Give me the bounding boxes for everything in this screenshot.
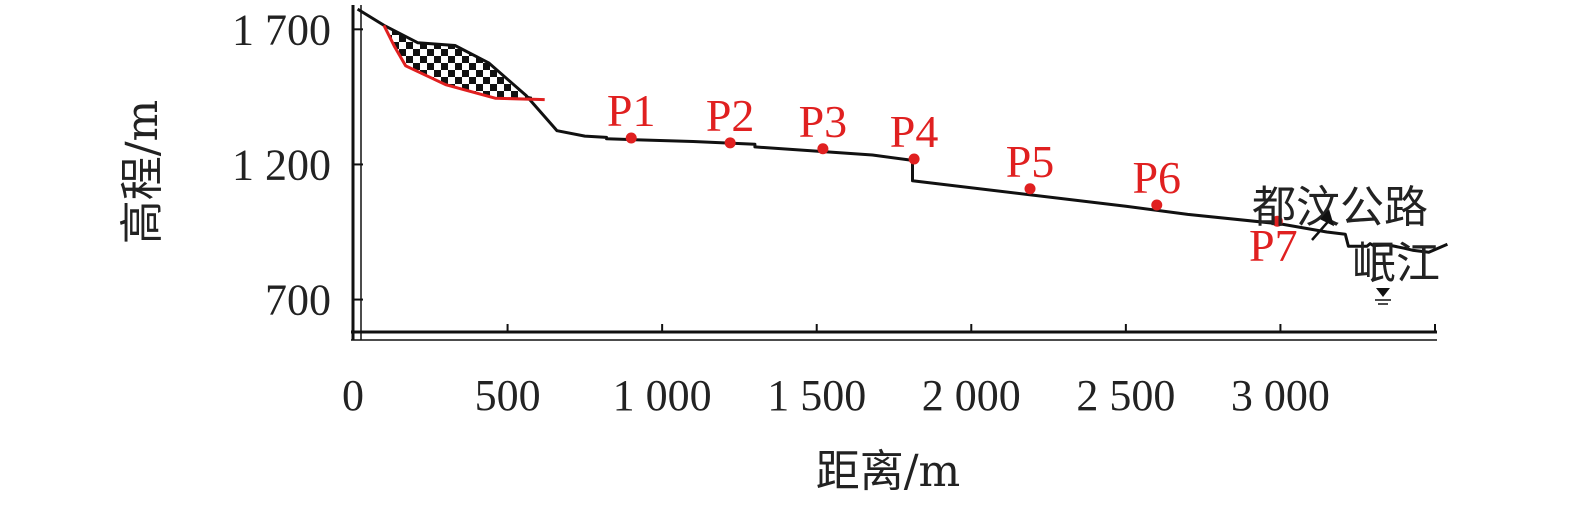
y-tick-label-0: 700: [265, 276, 331, 325]
monitoring-point-label-3: P3: [799, 96, 848, 147]
monitoring-point-5: [1024, 183, 1036, 195]
monitoring-point-label-2: P2: [706, 90, 755, 141]
monitoring-points-layer: P1 P2 P3 P4 P5 P6 P7: [607, 85, 1298, 271]
monitoring-point-3: [817, 143, 829, 155]
road-annotation-label: 都汶公路: [1252, 182, 1428, 233]
x-tick-label-1: 500: [475, 371, 541, 420]
monitoring-point-1: [625, 132, 637, 144]
x-tick-label-6: 3 000: [1231, 371, 1330, 420]
sliding-surface-line: [382, 24, 545, 102]
x-tick-label-5: 2 500: [1076, 371, 1175, 420]
monitoring-point-2: [724, 137, 736, 149]
y-tick-label-2: 1 700: [232, 5, 331, 54]
monitoring-point-label-7: P7: [1249, 220, 1298, 271]
x-axis-title: 距离/m: [816, 446, 961, 497]
x-tick-label-2: 1 000: [613, 371, 712, 420]
monitoring-point-7: [1271, 215, 1283, 227]
road-annotation-arrowhead: [1320, 209, 1335, 227]
water-level-icon: [1376, 288, 1390, 297]
axes-layer: 0 500 1 000 1 500 2 000 2 500 3 000 700 1 200 1 7…: [232, 5, 1437, 420]
x-tick-label-4: 2 000: [922, 371, 1021, 420]
monitoring-point-label-6: P6: [1132, 152, 1181, 203]
y-axis-title: 高程/m: [117, 100, 168, 245]
river-annotation-label: 岷江: [1352, 238, 1440, 289]
series-layer: [356, 7, 1448, 254]
terrain-profile-line: [356, 7, 1448, 254]
monitoring-point-4: [908, 153, 920, 165]
monitoring-point-label-1: P1: [607, 85, 656, 136]
y-tick-label-1: 1 200: [232, 140, 331, 189]
x-tick-label-0: 0: [342, 371, 364, 420]
monitoring-point-label-4: P4: [890, 106, 939, 157]
monitoring-point-6: [1151, 199, 1163, 211]
x-tick-label-3: 1 500: [767, 371, 866, 420]
monitoring-point-label-5: P5: [1006, 136, 1055, 187]
